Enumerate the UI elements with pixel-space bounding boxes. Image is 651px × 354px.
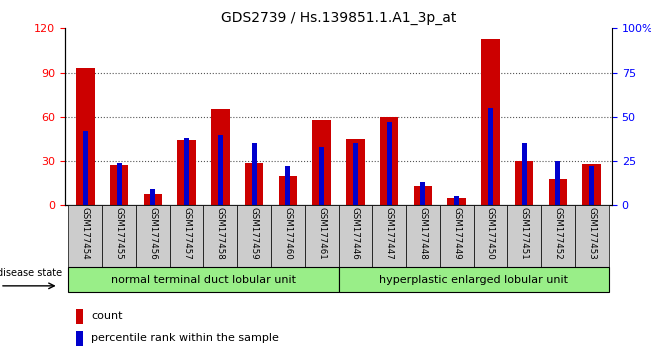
FancyBboxPatch shape (507, 205, 541, 267)
Bar (245, 162, 264, 205)
FancyBboxPatch shape (372, 205, 406, 267)
Text: GSM177460: GSM177460 (283, 207, 292, 260)
FancyBboxPatch shape (541, 205, 575, 267)
Bar (555, 161, 561, 205)
Bar (589, 166, 594, 205)
Bar (150, 189, 156, 205)
Text: GSM177453: GSM177453 (587, 207, 596, 260)
Text: hyperplastic enlarged lobular unit: hyperplastic enlarged lobular unit (379, 275, 568, 285)
Bar (117, 163, 122, 205)
Text: GSM177446: GSM177446 (351, 207, 360, 260)
Bar (177, 141, 196, 205)
Text: GSM177458: GSM177458 (216, 207, 225, 260)
FancyBboxPatch shape (68, 267, 339, 292)
Text: GSM177461: GSM177461 (317, 207, 326, 260)
Text: GSM177456: GSM177456 (148, 207, 158, 260)
FancyBboxPatch shape (473, 205, 507, 267)
Bar (447, 198, 466, 205)
Bar (454, 196, 459, 205)
Text: GSM177459: GSM177459 (249, 207, 258, 260)
Text: GSM177449: GSM177449 (452, 207, 461, 260)
Text: GSM177447: GSM177447 (385, 207, 394, 260)
FancyBboxPatch shape (204, 205, 237, 267)
Bar (515, 161, 533, 205)
Text: GSM177455: GSM177455 (115, 207, 124, 260)
FancyBboxPatch shape (575, 205, 609, 267)
Bar (387, 122, 392, 205)
Bar (312, 120, 331, 205)
FancyBboxPatch shape (68, 205, 102, 267)
Text: GSM177457: GSM177457 (182, 207, 191, 260)
FancyBboxPatch shape (406, 205, 440, 267)
Bar (353, 143, 358, 205)
Bar (211, 109, 230, 205)
Text: GSM177450: GSM177450 (486, 207, 495, 260)
Bar (251, 143, 256, 205)
Bar (380, 117, 398, 205)
Bar (76, 68, 94, 205)
Bar (421, 182, 426, 205)
Bar (583, 164, 601, 205)
Bar (144, 194, 162, 205)
Bar (83, 131, 88, 205)
Text: percentile rank within the sample: percentile rank within the sample (91, 333, 279, 343)
FancyBboxPatch shape (170, 205, 204, 267)
Bar (488, 108, 493, 205)
Bar (76, 309, 83, 324)
Bar (285, 166, 290, 205)
Text: normal terminal duct lobular unit: normal terminal duct lobular unit (111, 275, 296, 285)
Text: GSM177451: GSM177451 (519, 207, 529, 260)
Bar (184, 138, 189, 205)
FancyBboxPatch shape (339, 205, 372, 267)
Text: GSM177454: GSM177454 (81, 207, 90, 260)
FancyBboxPatch shape (136, 205, 170, 267)
Title: GDS2739 / Hs.139851.1.A1_3p_at: GDS2739 / Hs.139851.1.A1_3p_at (221, 11, 456, 24)
FancyBboxPatch shape (339, 267, 609, 292)
FancyBboxPatch shape (305, 205, 339, 267)
Bar (521, 143, 527, 205)
Bar (110, 166, 128, 205)
Text: disease state: disease state (0, 268, 62, 279)
Bar (319, 147, 324, 205)
FancyBboxPatch shape (271, 205, 305, 267)
Bar (549, 179, 567, 205)
Text: GSM177448: GSM177448 (419, 207, 428, 260)
Bar (346, 139, 365, 205)
Bar (218, 135, 223, 205)
FancyBboxPatch shape (440, 205, 473, 267)
FancyBboxPatch shape (102, 205, 136, 267)
Text: GSM177452: GSM177452 (553, 207, 562, 260)
Bar (413, 186, 432, 205)
Bar (279, 176, 297, 205)
Bar (481, 39, 500, 205)
Bar (76, 331, 83, 346)
Text: count: count (91, 312, 122, 321)
FancyBboxPatch shape (237, 205, 271, 267)
